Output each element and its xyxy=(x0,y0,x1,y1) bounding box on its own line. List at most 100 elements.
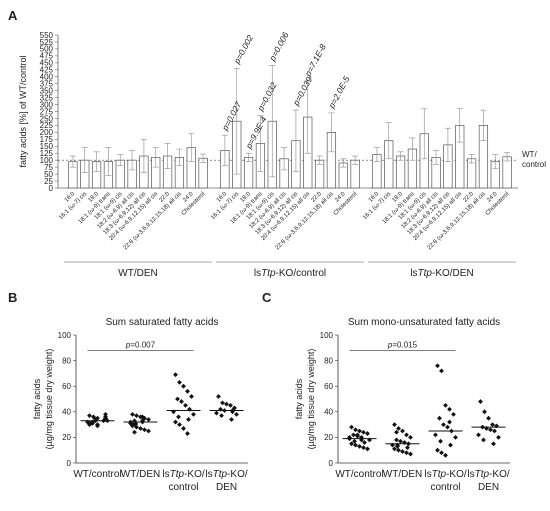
data-point xyxy=(103,411,108,417)
group-label: lsTtp-KO/DEN xyxy=(410,268,473,279)
data-point xyxy=(142,427,147,433)
data-point xyxy=(181,383,186,389)
data-point xyxy=(90,420,95,426)
data-point xyxy=(392,422,397,427)
data-point xyxy=(492,428,497,434)
data-point xyxy=(447,419,452,425)
x-tick-label: WT/control xyxy=(73,469,121,480)
data-point xyxy=(95,423,100,429)
data-point xyxy=(488,427,493,433)
y-tick-label: 450 xyxy=(40,59,54,68)
data-point xyxy=(146,417,151,422)
p-value-label: p=0.032 xyxy=(255,80,279,113)
data-point xyxy=(181,426,186,431)
data-point xyxy=(219,413,224,419)
x-tick-label-line2: DEN xyxy=(216,482,237,493)
data-point xyxy=(435,363,440,369)
data-point xyxy=(400,428,405,434)
y-axis-label-line1: fatty acids xyxy=(32,378,42,419)
data-point xyxy=(352,438,357,444)
data-point xyxy=(400,449,405,454)
data-point xyxy=(435,447,440,453)
data-point xyxy=(481,437,486,443)
data-point xyxy=(173,372,178,378)
y-tick-label: 550 xyxy=(40,31,54,40)
data-point xyxy=(494,423,499,429)
data-point xyxy=(128,420,133,426)
data-point xyxy=(353,427,358,433)
bar xyxy=(502,156,512,189)
data-point xyxy=(177,379,182,385)
group-label: WT/DEN xyxy=(118,268,157,279)
data-point xyxy=(353,442,358,448)
y-tick-label: 150 xyxy=(40,142,54,151)
y-axis-label-line1: fatty acids xyxy=(294,378,304,419)
data-point xyxy=(392,446,397,452)
data-point xyxy=(476,432,481,438)
data-point xyxy=(394,437,399,443)
data-point xyxy=(140,414,145,420)
y-tick-label: 0 xyxy=(49,184,54,193)
data-point xyxy=(405,445,410,451)
data-point xyxy=(396,426,401,431)
data-point xyxy=(87,413,92,419)
data-point xyxy=(234,411,239,417)
data-point xyxy=(349,424,354,430)
y-tick-label: 175 xyxy=(40,135,54,144)
data-point xyxy=(433,432,438,438)
data-point xyxy=(496,435,501,440)
data-point xyxy=(490,422,495,427)
data-point xyxy=(175,396,180,402)
y-tick-label: 400 xyxy=(40,73,54,82)
significance-label: p=0.007 xyxy=(125,340,156,349)
p-value-label: p=7.1E-8 xyxy=(302,42,328,78)
data-point xyxy=(357,443,362,449)
y-tick-label: 20 xyxy=(324,433,333,442)
y-tick-label: 225 xyxy=(40,121,54,130)
data-point xyxy=(404,450,409,456)
y-tick-label: 200 xyxy=(40,128,54,137)
y-tick-label: 500 xyxy=(40,45,54,54)
y-tick-label: 0 xyxy=(329,459,334,468)
y-tick-label: 300 xyxy=(40,100,54,109)
y-tick-label: 350 xyxy=(40,86,54,95)
x-tick-label: WT/DEN xyxy=(383,469,422,480)
data-point xyxy=(447,406,452,412)
data-point xyxy=(445,424,450,430)
data-point xyxy=(134,424,139,430)
data-point xyxy=(491,441,496,447)
significance-label: p=0.015 xyxy=(387,340,418,349)
y-tick-label: 60 xyxy=(62,382,71,391)
y-tick-label: 25 xyxy=(44,177,53,186)
data-point xyxy=(482,409,487,415)
y-tick-label: 100 xyxy=(58,331,72,340)
y-axis-label-line2: (µg/mg tissue dry weight) xyxy=(44,349,54,450)
p-value-label: p=2.0E-5 xyxy=(326,74,352,110)
data-point xyxy=(87,422,92,427)
data-point xyxy=(176,414,181,420)
data-point xyxy=(361,429,366,435)
data-point xyxy=(229,417,234,422)
y-tick-label: 60 xyxy=(324,382,333,391)
x-tick-label: lsTtp-KO/ xyxy=(467,469,509,480)
x-tick-label: WT/control xyxy=(335,469,383,480)
data-point xyxy=(408,451,413,457)
y-tick-label: 525 xyxy=(40,38,54,47)
x-tick-label: WT/DEN xyxy=(121,469,160,480)
bar xyxy=(395,155,406,189)
x-tick-label-line2: control xyxy=(168,482,198,493)
data-point xyxy=(130,411,135,417)
panel-a-bar-chart: 0255075100125150175200225250275300325350… xyxy=(18,30,546,279)
y-tick-label: 0 xyxy=(67,459,72,468)
data-point xyxy=(183,403,188,408)
x-tick-label: lsTtp-KO/ xyxy=(205,469,247,480)
y-tick-label: 50 xyxy=(44,170,53,179)
data-point xyxy=(478,399,483,404)
data-point xyxy=(361,445,366,451)
y-tick-label: 275 xyxy=(40,107,54,116)
data-point xyxy=(362,440,367,445)
group-label: lsTtp-KO/control xyxy=(254,268,326,279)
y-tick-label: 250 xyxy=(40,114,54,123)
data-point xyxy=(437,415,442,421)
